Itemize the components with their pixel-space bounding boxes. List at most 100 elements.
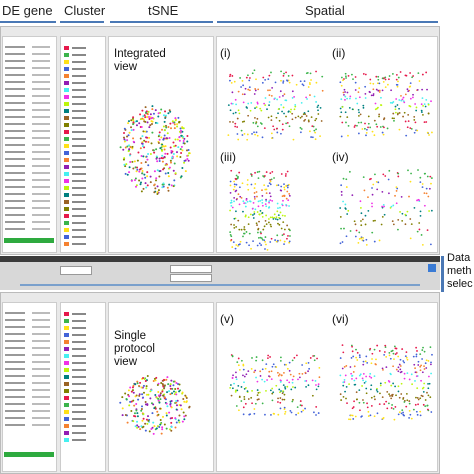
tsne-point [140, 409, 143, 412]
spatial-point [416, 129, 419, 132]
spatial-point [373, 348, 376, 351]
spatial-point [254, 183, 257, 185]
table-row [5, 319, 25, 321]
spatial-point [402, 96, 405, 99]
spatial-point [370, 376, 373, 379]
spatial-point [423, 103, 426, 106]
spatial-point [388, 192, 390, 195]
spatial-point [362, 176, 365, 179]
spatial-point [281, 392, 284, 395]
spatial-point [235, 198, 238, 201]
spatial-point [230, 235, 233, 238]
spatial-point [371, 358, 373, 360]
tsne-point [176, 155, 179, 158]
run-button[interactable] [4, 238, 54, 243]
tsne-point [169, 403, 172, 406]
spatial-point [427, 387, 430, 390]
tsne-point [179, 148, 182, 151]
tsne-point [155, 157, 158, 160]
legend-text [72, 334, 86, 336]
spatial-point [425, 98, 428, 101]
tsne-point [170, 425, 173, 428]
dropdown[interactable] [170, 265, 212, 273]
spatial-point [283, 393, 286, 396]
spatial-point [252, 240, 254, 242]
tsne-point [173, 121, 176, 124]
spatial-point [271, 392, 274, 395]
spatial-point [315, 388, 318, 391]
spatial-point [301, 372, 304, 375]
spatial-point [421, 183, 424, 185]
spatial-point [342, 200, 344, 203]
spatial-point [255, 356, 258, 358]
spatial-point [392, 365, 395, 368]
table-row [5, 81, 25, 83]
spatial-point [427, 360, 430, 362]
spatial-point [369, 347, 372, 350]
spatial-point [394, 353, 397, 356]
run-button[interactable] [4, 452, 54, 457]
table-row [32, 109, 50, 111]
spatial-point [365, 131, 368, 134]
spatial-point [431, 131, 433, 134]
button[interactable] [428, 264, 436, 272]
tsne-point [124, 392, 127, 395]
legend-text [72, 362, 86, 364]
tsne-point [142, 425, 145, 428]
spatial-point [256, 394, 259, 397]
tsne-point [146, 158, 149, 161]
spatial-point [249, 213, 252, 216]
spatial-point [257, 205, 260, 208]
spatial-point [429, 175, 432, 178]
spatial-point [367, 196, 369, 199]
spatial-point [255, 121, 258, 124]
spatial-point [342, 381, 345, 384]
legend-swatch [64, 312, 69, 316]
tsne-point [168, 109, 171, 112]
tsne-point [180, 145, 183, 148]
legend-text [72, 152, 86, 154]
table-row [32, 417, 50, 419]
spatial-point [250, 367, 253, 370]
spatial-point [422, 104, 424, 107]
spatial-point [381, 205, 384, 208]
spatial-point [227, 104, 230, 107]
spatial-point [229, 384, 232, 386]
spatial-point [286, 170, 289, 173]
spatial-point [284, 386, 286, 388]
spatial-point [257, 88, 260, 91]
spatial-point [344, 91, 346, 93]
tsne-point [166, 163, 169, 166]
spatial-point [400, 370, 403, 373]
tsne-point [168, 166, 171, 169]
spatial-point [351, 73, 353, 76]
tsne-point [154, 121, 157, 124]
spatial-point [373, 134, 376, 137]
legend-text [72, 96, 86, 98]
table-row [32, 368, 50, 370]
spatial-point [339, 242, 342, 245]
spatial-point [405, 134, 408, 137]
spatial-point [291, 381, 294, 384]
tsne-point [169, 110, 172, 113]
spatial-point [269, 199, 272, 201]
spatial-point [400, 94, 402, 97]
tsne-point [167, 126, 170, 129]
tsne-point [157, 397, 160, 400]
table-row [5, 326, 25, 328]
dropdown[interactable] [60, 266, 92, 275]
spatial-point [299, 131, 302, 134]
spatial-point [394, 194, 396, 197]
slider-track[interactable] [20, 284, 420, 286]
legend-swatch [64, 214, 69, 218]
spatial-point [414, 121, 417, 124]
spatial-point [355, 348, 357, 351]
spatial-point [378, 350, 381, 352]
dropdown[interactable] [170, 274, 212, 282]
legend-swatch [64, 179, 69, 183]
spatial-point [427, 195, 430, 198]
tsne-point [170, 400, 173, 403]
tsne-point [170, 184, 173, 187]
spatial-point [282, 384, 285, 387]
spatial-point [301, 364, 304, 366]
